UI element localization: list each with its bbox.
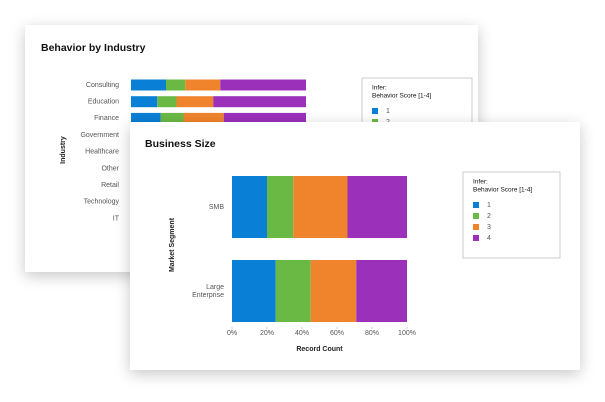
bar-segment [310, 260, 357, 322]
bar-segment [183, 112, 224, 124]
bar-segment [213, 96, 306, 108]
legend-swatch [473, 235, 479, 241]
bar-segment [356, 260, 407, 322]
bar-segment [232, 176, 267, 238]
legend-title: Behavior Score [1-4] [473, 187, 532, 194]
legend-label: 1 [487, 202, 491, 209]
legend-label: 3 [487, 224, 491, 231]
chart-title: Behavior by Industry [41, 42, 146, 54]
bar-segment [275, 260, 311, 322]
y-tick-label: Consulting [86, 82, 119, 89]
business-size-card: Business Size Market Segment Record Count 0… [130, 122, 580, 370]
bar-segment [347, 176, 407, 238]
y-tick-label: SMB [209, 204, 225, 211]
chart-title: Business Size [145, 138, 216, 150]
legend-box [462, 171, 561, 259]
x-tick-label: 60% [330, 330, 344, 337]
y-tick-label: Government [80, 132, 119, 139]
y-tick-label: Technology [84, 199, 120, 206]
y-tick-label: IT [113, 215, 120, 222]
bar-segment [220, 79, 306, 91]
bar-segment [176, 96, 214, 108]
y-tick-label: Other [101, 165, 119, 172]
bar-segment [131, 79, 166, 91]
bar-segment [166, 79, 186, 91]
y-axis-label: Market Segment [169, 217, 176, 272]
x-tick-label: 40% [295, 330, 309, 337]
legend-title: Behavior Score [1-4] [372, 93, 431, 100]
bar-segment [232, 260, 276, 322]
y-tick-label: Education [88, 99, 119, 106]
x-tick-label: 0% [227, 330, 237, 337]
y-tick-label: Healthcare [85, 149, 119, 156]
x-tick-label: 20% [260, 330, 274, 337]
bar-segment [185, 79, 221, 91]
chart: Business Size Market Segment Record Count 0… [145, 138, 561, 353]
legend-label: 2 [487, 213, 491, 220]
y-tick-label: Large Enterprise [192, 284, 224, 299]
bar-segment [131, 112, 161, 124]
x-tick-label: 80% [365, 330, 379, 337]
legend-title: Infer: [372, 85, 387, 92]
bar-segment [223, 112, 306, 124]
bar-segment [131, 96, 158, 108]
bar-segment [267, 176, 294, 238]
y-tick-label: Retail [101, 182, 119, 189]
legend-title: Infer: [473, 179, 488, 186]
legend-swatch [473, 202, 479, 208]
bar-segment [157, 96, 177, 108]
legend-label: 4 [487, 235, 491, 242]
x-tick-label: 100% [398, 330, 416, 337]
y-tick-label: Finance [94, 115, 119, 122]
legend-swatch [473, 224, 479, 230]
legend-swatch [372, 108, 378, 114]
bar-segment [293, 176, 348, 238]
legend-label: 1 [386, 108, 390, 115]
bar-segment [160, 112, 184, 124]
x-axis-label: Record Count [296, 346, 343, 353]
y-axis-label: Industry [60, 136, 67, 164]
legend-swatch [473, 213, 479, 219]
